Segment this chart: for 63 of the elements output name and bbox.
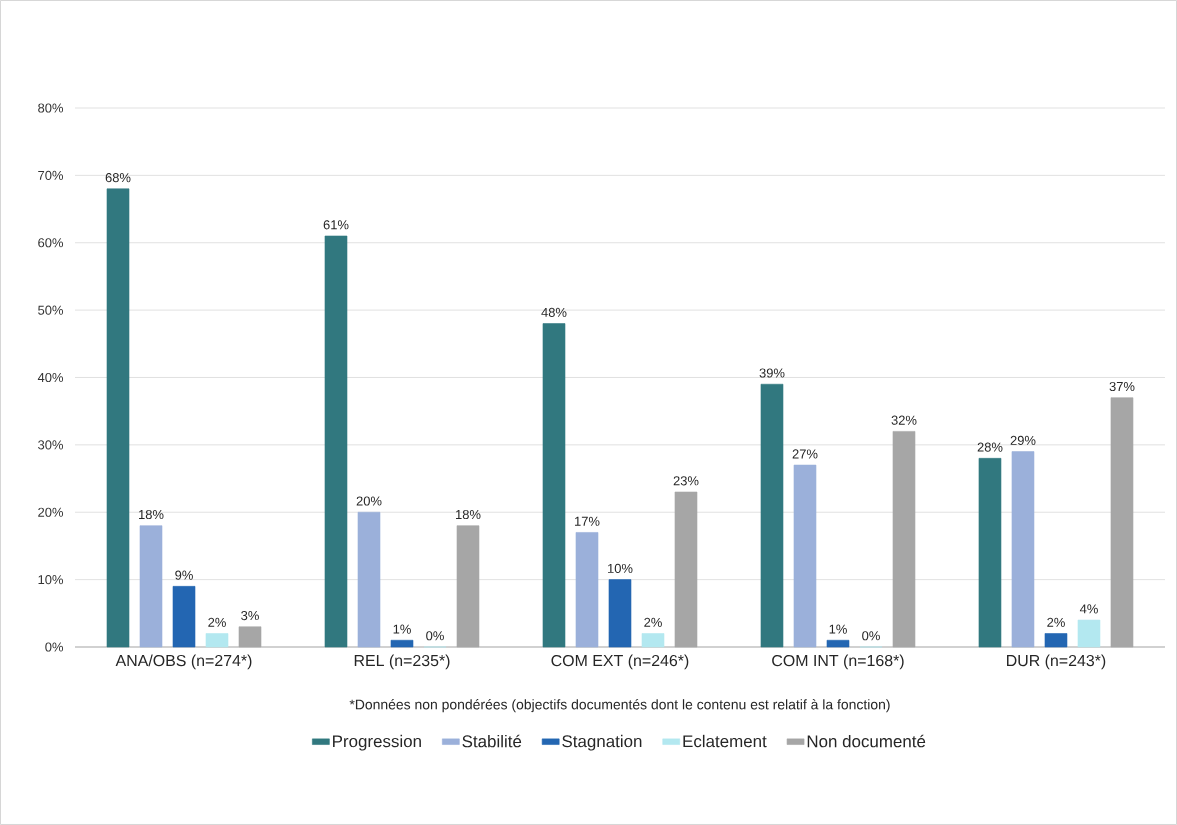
bar — [760, 383, 784, 648]
data-label: 28% — [977, 442, 1003, 452]
y-tick-label: 10% — [38, 575, 64, 585]
data-label: 0% — [862, 631, 880, 641]
bar — [608, 579, 632, 648]
data-label: 1% — [829, 624, 847, 634]
bar — [978, 458, 1002, 648]
bar — [1077, 619, 1101, 648]
y-tick-label: 80% — [38, 103, 64, 113]
y-tick-label: 40% — [37, 372, 64, 383]
data-label: 61% — [323, 220, 349, 230]
bar — [172, 586, 196, 648]
bar — [106, 188, 130, 648]
y-tick-label: 20% — [38, 507, 64, 517]
data-label: 20% — [356, 496, 382, 506]
data-label: 29% — [1010, 435, 1036, 445]
legend-label: Stabilité — [462, 734, 522, 748]
data-label: 68% — [105, 173, 131, 183]
data-label: 1% — [393, 624, 411, 634]
bar — [542, 323, 566, 648]
bar — [1011, 451, 1035, 648]
data-label: 23% — [673, 476, 699, 486]
bar — [1044, 633, 1068, 648]
data-label: 2% — [644, 617, 662, 627]
bar — [390, 639, 414, 648]
bar — [793, 464, 817, 648]
bar — [826, 639, 850, 648]
data-label: 17% — [575, 516, 600, 526]
data-label: 2% — [1047, 617, 1065, 627]
x-tick-label: DUR (n=243*) — [1007, 654, 1106, 670]
legend-label: Stagnation — [562, 734, 642, 751]
data-label: 10% — [608, 563, 633, 573]
y-tick-label: 0% — [45, 642, 64, 652]
data-label: 4% — [1079, 604, 1098, 614]
legend-label: Non documenté — [807, 734, 926, 748]
bar — [139, 525, 163, 648]
y-tick-label: 50% — [38, 305, 64, 315]
legend-label: Eclatement — [683, 734, 767, 748]
legend-label: Progression — [333, 734, 421, 751]
data-label: 2% — [208, 617, 226, 627]
data-label: 32% — [891, 415, 917, 425]
x-tick-label: REL (n=235*) — [354, 654, 450, 670]
data-label: 27% — [792, 449, 818, 459]
x-tick-label: ANA/OBS (n=274*) — [115, 654, 252, 670]
y-tick-label: 30% — [38, 440, 64, 450]
data-label: 3% — [241, 610, 259, 621]
y-tick-label: 70% — [38, 170, 64, 180]
x-tick-label: COM EXT (n=246*) — [551, 654, 689, 670]
bar — [357, 511, 381, 648]
data-label: 18% — [139, 509, 164, 520]
data-label: 0% — [426, 631, 444, 641]
bar — [641, 633, 665, 648]
bar — [205, 633, 229, 648]
data-label: 37% — [1109, 381, 1135, 392]
bar — [324, 235, 348, 648]
data-label: 18% — [456, 509, 481, 520]
data-label: 39% — [759, 368, 785, 378]
data-label: 9% — [175, 570, 193, 580]
y-tick-label: 60% — [38, 238, 64, 248]
data-label: 48% — [541, 307, 567, 317]
bar — [575, 532, 599, 648]
text: *Données non pondérées (objectifs documentés dont le contenu est relatif à la fonction) — [349, 699, 890, 713]
x-tick-label: COM INT (n=168*) — [772, 654, 904, 670]
